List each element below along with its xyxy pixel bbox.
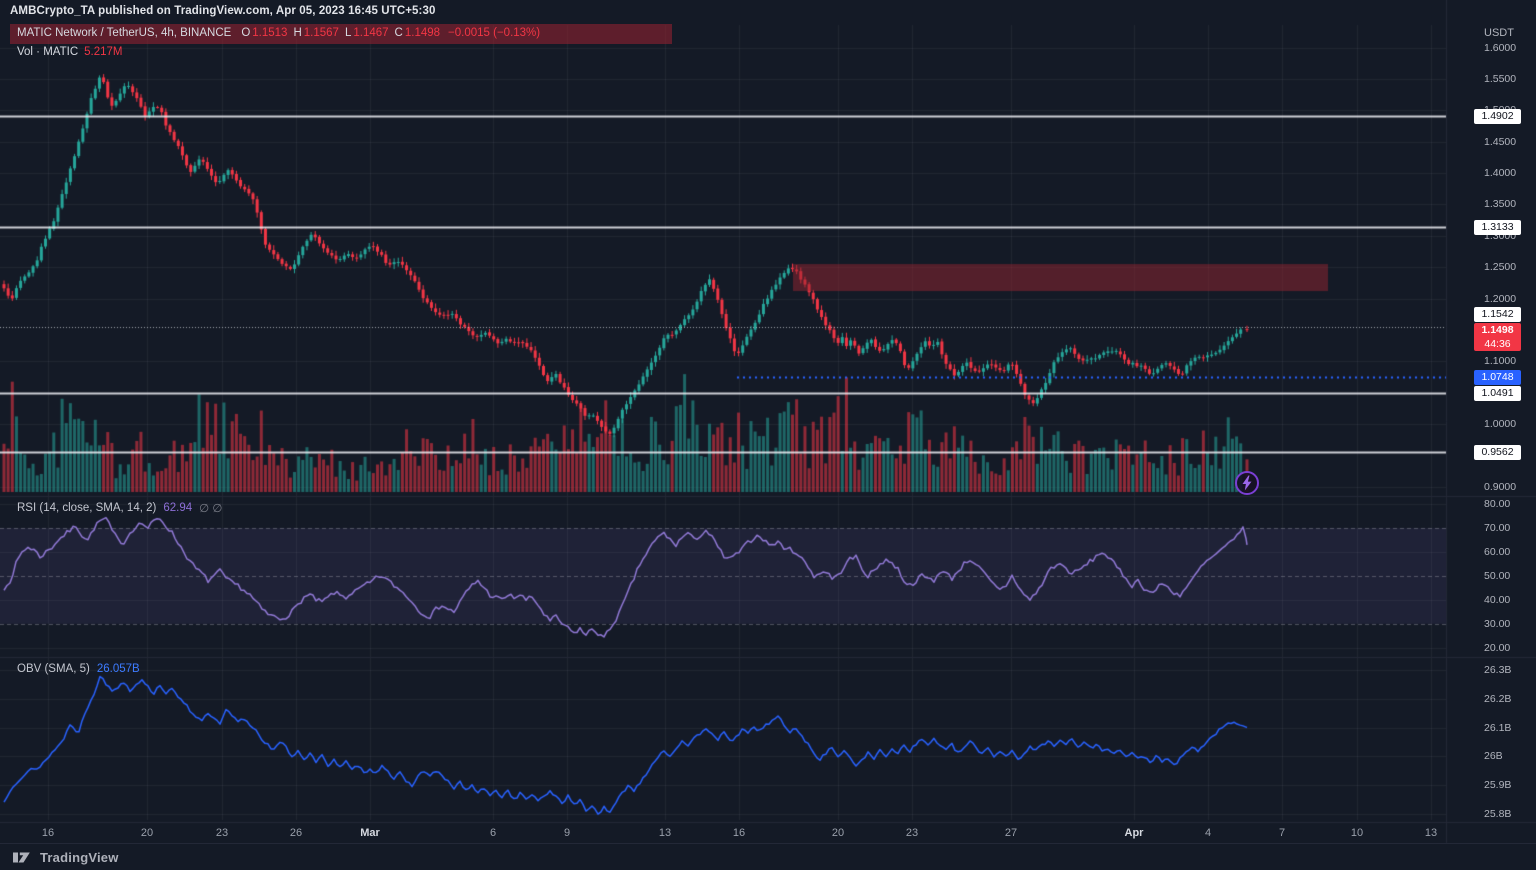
quote-currency-label: USDT: [1484, 27, 1514, 39]
rsi-tick-label: 50.00: [1484, 569, 1511, 582]
price-tick-label: 1.3500: [1484, 198, 1517, 211]
rsi-value: 62.94: [163, 502, 193, 514]
price-tick-label: 1.5500: [1484, 72, 1517, 85]
time-axis-label: 13: [1424, 827, 1438, 839]
time-axis-label: 9: [563, 827, 571, 839]
price-line-label-1.0748: 1.0748: [1474, 370, 1521, 386]
idea-flash-icon[interactable]: [1233, 469, 1261, 497]
obv-tick-label: 26.1B: [1484, 721, 1512, 734]
time-axis-label: 16: [732, 827, 746, 839]
price-change: −0.0015 (−0.13%): [448, 27, 541, 39]
price-tick-label: 1.0000: [1484, 418, 1517, 431]
volume-value: 5.217M: [84, 46, 123, 58]
price-tick-label: 0.9000: [1484, 480, 1517, 493]
price-line-label-1.1498: 1.1498 44:36: [1474, 323, 1521, 352]
countdown-timer: 44:36: [1484, 338, 1511, 351]
price-line-label-1.4902: 1.4902: [1474, 109, 1521, 125]
time-axis-label: 4: [1204, 827, 1212, 839]
volume-indicator-row[interactable]: Vol · MATIC 5.217M: [17, 46, 123, 58]
rsi-hidden-values: ∅ ∅: [199, 503, 223, 515]
time-axis-label: 27: [1004, 827, 1018, 839]
rsi-tick-label: 40.00: [1484, 593, 1511, 606]
price-tick-label: 1.1000: [1484, 355, 1517, 368]
price-line-label-1.0491: 1.0491: [1474, 386, 1521, 402]
price-tick-label: 1.4000: [1484, 167, 1517, 180]
price-tick-label: 1.4500: [1484, 135, 1517, 148]
price-line-label-0.9562: 0.9562: [1474, 444, 1521, 460]
price-tick-label: 1.2000: [1484, 292, 1517, 305]
time-axis-label: 23: [215, 827, 229, 839]
rsi-header[interactable]: RSI (14, close, SMA, 14, 2) 62.94 ∅ ∅: [17, 501, 222, 515]
obv-tick-label: 26B: [1484, 750, 1503, 763]
footer-bar: TradingView: [0, 843, 1536, 870]
obv-tick-label: 25.8B: [1484, 807, 1512, 820]
time-axis-label: 20: [831, 827, 845, 839]
time-axis-label: Mar: [360, 827, 380, 839]
obv-tick-label: 25.9B: [1484, 778, 1512, 791]
rsi-tick-label: 80.00: [1484, 498, 1511, 511]
obv-tick-label: 26.3B: [1484, 664, 1512, 677]
time-axis-label: 7: [1278, 827, 1286, 839]
time-axis-label: 23: [905, 827, 919, 839]
time-axis-label: 13: [658, 827, 672, 839]
time-axis-label: 6: [489, 827, 497, 839]
time-axis-label: 26: [289, 827, 303, 839]
price-line-label-1.1542: 1.1542: [1474, 307, 1521, 323]
ohlc-high: H 1.1567: [293, 27, 339, 39]
time-axis-label: 16: [41, 827, 55, 839]
rsi-title: RSI (14, close, SMA, 14, 2): [17, 502, 157, 514]
rsi-tick-label: 70.00: [1484, 522, 1511, 535]
ohlc-low: L 1.1467: [344, 27, 389, 39]
symbol-title[interactable]: MATIC Network / TetherUS, 4h, BINANCE: [17, 27, 232, 39]
tradingview-logo-icon[interactable]: [13, 850, 33, 865]
price-tick-label: 1.2500: [1484, 261, 1517, 274]
price-tick-label: 1.6000: [1484, 41, 1517, 54]
time-axis-label: 20: [140, 827, 154, 839]
published-header: AMBCrypto_TA published on TradingView.co…: [10, 5, 436, 17]
time-axis-label: Apr: [1124, 827, 1144, 839]
obv-header[interactable]: OBV (SMA, 5) 26.057B: [17, 663, 140, 675]
rsi-tick-label: 30.00: [1484, 617, 1511, 630]
obv-title: OBV (SMA, 5): [17, 663, 90, 675]
ohlc-open: O 1.1513: [241, 27, 288, 39]
tradingview-brand[interactable]: TradingView: [40, 849, 119, 865]
obv-value: 26.057B: [96, 663, 140, 675]
time-axis-label: 10: [1350, 827, 1364, 839]
price-line-label-1.3133: 1.3133: [1474, 220, 1521, 236]
symbol-banner-highlight: [10, 24, 672, 44]
obv-tick-label: 26.2B: [1484, 692, 1512, 705]
rsi-tick-label: 60.00: [1484, 545, 1511, 558]
volume-label: Vol · MATIC: [17, 46, 79, 58]
ohlc-close: C 1.1498: [394, 27, 441, 39]
rsi-tick-label: 20.00: [1484, 641, 1511, 654]
